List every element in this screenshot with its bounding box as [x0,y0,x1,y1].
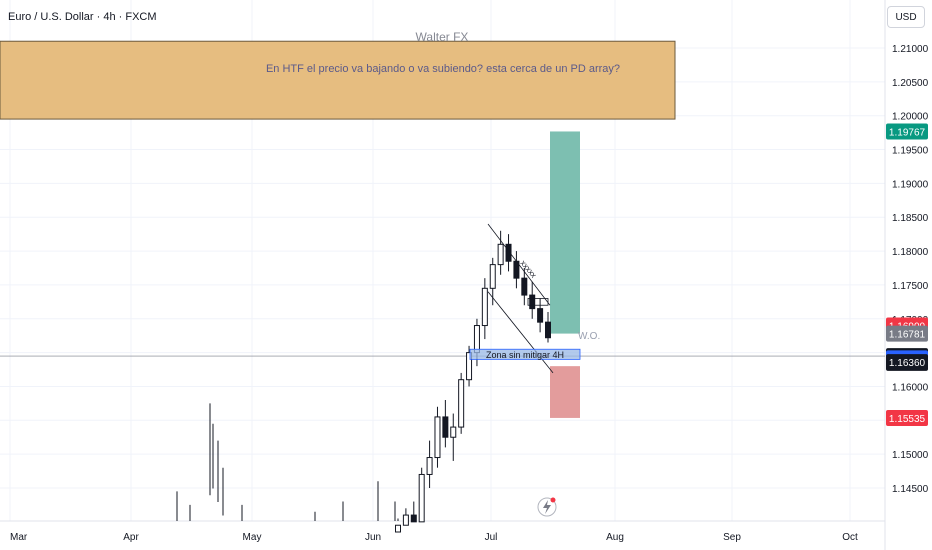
y-tick-label-1: 1.20500 [892,78,929,89]
x-tick-label-5: Aug [606,532,624,543]
y-tick-label-10: 1.16000 [892,382,929,393]
candle-body-16 [521,277,528,296]
candle-body-17 [529,294,536,310]
price-label-7: 1.15535 [889,414,926,425]
x-tick-label-2: May [243,532,262,543]
symbol-title: Euro / U.S. Dollar · 4h · FXCM [8,11,157,23]
unmitigated-zone-label: Zona sin mitigar 4H [486,350,564,360]
candle-body-6 [442,416,449,438]
candle-body-1 [402,514,409,526]
y-tick-label-7: 1.17500 [892,281,929,292]
chart-watermark: Walter FX [415,30,469,44]
channel-upper-line [487,223,551,306]
htf-zone [0,40,676,120]
channel-lower-line [487,291,554,374]
y-tick-label-13: 1.14500 [892,484,929,495]
order-block-box [527,298,549,306]
candle-body-14 [505,243,512,262]
candle-body-11 [481,287,488,327]
wo-label: W.O. [578,331,600,342]
currency-button[interactable]: USD [887,6,925,28]
candle-body-5 [434,416,441,459]
candle-body-18 [537,308,544,323]
candle-body-3 [418,473,425,523]
candle-body-2 [410,514,417,523]
candle-body-0 [395,524,401,533]
x-tick-label-6: Sep [723,532,741,543]
price-label-bg-7 [886,409,928,426]
y-tick-label-12: 1.15000 [892,450,929,461]
candle-body-4 [426,457,433,475]
x-tick-label-4: Jul [485,532,498,543]
y-tick-label-2: 1.20000 [892,112,929,123]
price-label-0: 1.19767 [889,127,926,138]
target-zone [550,131,580,334]
unmitigated-zone [469,348,581,360]
candle-body-12 [489,264,496,289]
y-tick-label-0: 1.21000 [892,44,929,55]
x-tick-label-1: Apr [123,532,139,543]
candle-body-7 [450,426,457,438]
price-label-2: 1.16781 [889,330,926,341]
y-tick-label-5: 1.18500 [892,213,929,224]
price-label-bg-0 [886,123,928,140]
candle-body-10 [473,325,480,354]
price-label-bg-6 [886,354,928,371]
stop-zone [550,366,580,418]
x-tick-label-7: Oct [842,532,858,543]
y-tick-label-4: 1.19000 [892,179,929,190]
x-tick-label-3: Jun [365,532,381,543]
news-alert-dot [550,497,556,503]
price-label-bg-2 [886,325,928,342]
htf-zone-text: En HTF el precio va bajando o va subiend… [266,63,620,75]
bolt-glyph-icon [543,500,551,514]
candle-body-13 [497,243,504,266]
price-label-6: 1.16360 [889,358,926,369]
y-tick-label-6: 1.18000 [892,247,929,258]
candle-body-8 [458,379,465,428]
candle-body-19 [545,321,551,339]
x-tick-label-0: Mar [10,532,28,543]
y-tick-label-3: 1.19500 [892,146,929,157]
candle-body-9 [466,352,473,381]
